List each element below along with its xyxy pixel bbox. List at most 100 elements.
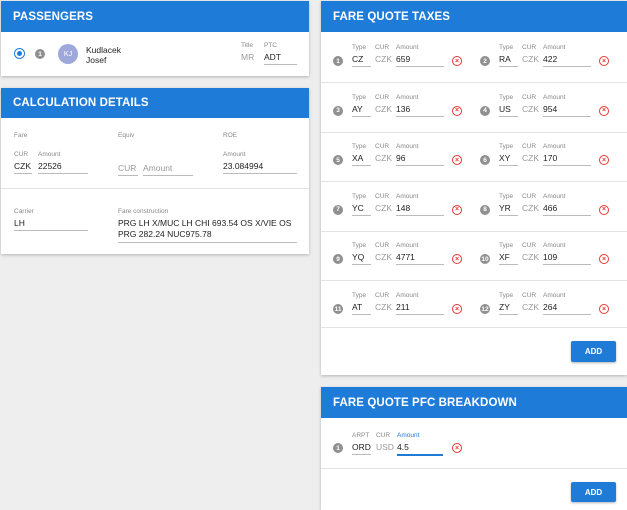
tax-cur-field[interactable]: CUR CZK bbox=[522, 94, 539, 116]
fare-amount-field[interactable]: Amount 22526 bbox=[38, 151, 88, 174]
tax-cur-field[interactable]: CUR CZK bbox=[375, 242, 392, 264]
tax-cur-field[interactable]: CUR CZK bbox=[522, 44, 539, 66]
carrier-field[interactable]: Carrier LH bbox=[14, 208, 88, 231]
tax-delete-icon[interactable]: × bbox=[599, 204, 609, 215]
tax-amount-field[interactable]: Amount 136 bbox=[396, 94, 444, 117]
fare-cur-field[interactable]: CUR CZK bbox=[14, 151, 32, 174]
tax-cur-value: CZK bbox=[522, 103, 539, 114]
tax-amount-field[interactable]: Amount 422 bbox=[543, 44, 591, 67]
tax-type-field[interactable]: Type XA bbox=[352, 143, 371, 167]
tax-delete-icon[interactable]: × bbox=[599, 254, 609, 265]
tax-cur-field[interactable]: CUR CZK bbox=[375, 44, 392, 66]
tax-delete-icon[interactable]: × bbox=[599, 105, 609, 116]
tax-amount-label: Amount bbox=[396, 192, 419, 200]
tax-delete-icon[interactable]: × bbox=[452, 204, 462, 215]
roe-amount-field[interactable]: Amount 23.084994 bbox=[223, 151, 297, 174]
tax-cur-field[interactable]: CUR CZK bbox=[375, 193, 392, 215]
tax-amount-value: 422 bbox=[543, 54, 591, 67]
passenger-last-name: Kudlacek bbox=[86, 45, 121, 55]
fare-construction-value: PRG LH X/MUC LH CHI 693.54 OS X/VIE OS P… bbox=[118, 218, 297, 243]
tax-type-field[interactable]: Type AY bbox=[352, 94, 371, 117]
tax-amount-value: 136 bbox=[396, 104, 444, 117]
tax-index: 3 bbox=[333, 105, 343, 116]
tax-delete-icon[interactable]: × bbox=[452, 254, 462, 265]
tax-amount-field[interactable]: Amount 659 bbox=[396, 44, 444, 67]
tax-cur-field[interactable]: CUR CZK bbox=[375, 292, 392, 314]
equiv-cur-field[interactable]: CUR bbox=[118, 160, 138, 176]
tax-index: 9 bbox=[333, 254, 343, 265]
add-pfc-button[interactable]: ADD bbox=[571, 482, 616, 502]
tax-amount-field[interactable]: Amount 264 bbox=[543, 292, 591, 315]
tax-list-divider bbox=[321, 327, 627, 328]
tax-delete-icon[interactable]: × bbox=[452, 56, 462, 66]
taxes-header: FARE QUOTE TAXES bbox=[321, 1, 627, 32]
tax-type-field[interactable]: Type CZ bbox=[352, 44, 371, 67]
tax-amount-field[interactable]: Amount 148 bbox=[396, 193, 444, 216]
tax-cur-label: CUR bbox=[522, 44, 537, 51]
equiv-amount-field[interactable]: Amount bbox=[143, 160, 193, 176]
tax-amount-value: 211 bbox=[396, 302, 444, 315]
tax-cur-field[interactable]: CUR CZK bbox=[522, 292, 539, 314]
tax-item: 4 Type US CUR CZK Amount 954 × bbox=[480, 94, 620, 126]
tax-amount-field[interactable]: Amount 170 bbox=[543, 143, 591, 167]
fare-amount-value: 22526 bbox=[38, 161, 88, 174]
tax-amount-label: Amount bbox=[543, 242, 566, 250]
roe-label: ROE bbox=[223, 132, 238, 139]
tax-delete-icon[interactable]: × bbox=[452, 155, 462, 166]
tax-delete-icon[interactable]: × bbox=[599, 56, 609, 66]
tax-type-field[interactable]: Type ZY bbox=[499, 292, 518, 315]
pfc-arpt-field[interactable]: ARPT ORD bbox=[352, 432, 371, 455]
tax-row-divider bbox=[321, 280, 627, 282]
pfc-divider bbox=[321, 468, 627, 469]
tax-amount-label: Amount bbox=[543, 292, 566, 299]
tax-amount-label: Amount bbox=[543, 143, 566, 151]
tax-amount-field[interactable]: Amount 466 bbox=[543, 193, 591, 216]
pfc-header: FARE QUOTE PFC BREAKDOWN bbox=[321, 387, 627, 418]
tax-amount-field[interactable]: Amount 96 bbox=[396, 143, 444, 167]
tax-amount-label: Amount bbox=[543, 44, 566, 51]
passenger-radio[interactable] bbox=[14, 48, 25, 59]
tax-type-field[interactable]: Type YR bbox=[499, 193, 518, 216]
tax-amount-field[interactable]: Amount 4771 bbox=[396, 242, 444, 266]
tax-delete-icon[interactable]: × bbox=[452, 105, 462, 116]
tax-type-field[interactable]: Type XY bbox=[499, 143, 518, 167]
tax-cur-value: CZK bbox=[375, 302, 392, 312]
pfc-cur-field[interactable]: CUR USD bbox=[376, 432, 394, 454]
pfc-delete-icon[interactable]: × bbox=[452, 443, 462, 453]
tax-delete-icon[interactable]: × bbox=[599, 304, 609, 314]
tax-cur-field[interactable]: CUR CZK bbox=[522, 143, 539, 165]
tax-cur-field[interactable]: CUR CZK bbox=[522, 193, 539, 215]
tax-index: 2 bbox=[480, 56, 490, 66]
add-tax-button[interactable]: ADD bbox=[571, 341, 616, 362]
tax-amount-field[interactable]: Amount 954 bbox=[543, 94, 591, 117]
fare-construction-field[interactable]: Fare construction PRG LH X/MUC LH CHI 69… bbox=[118, 208, 297, 243]
tax-amount-field[interactable]: Amount 211 bbox=[396, 292, 444, 315]
tax-cur-label: CUR bbox=[375, 292, 390, 299]
tax-type-field[interactable]: Type YC bbox=[352, 193, 371, 216]
tax-type-field[interactable]: Type RA bbox=[499, 44, 518, 67]
tax-cur-field[interactable]: CUR CZK bbox=[375, 143, 392, 165]
title-label: Title bbox=[241, 42, 254, 49]
pfc-amount-field[interactable]: Amount 4.5 bbox=[397, 432, 443, 456]
pfc-card: FARE QUOTE PFC BREAKDOWN 1 ARPT ORD CUR … bbox=[321, 387, 627, 510]
tax-type-value: XF bbox=[499, 252, 518, 266]
tax-cur-field[interactable]: CUR CZK bbox=[522, 242, 539, 264]
passenger-row[interactable]: 1 KJ Kudlacek Josef Title MR PTC ADT bbox=[1, 32, 309, 76]
tax-item: 11 Type AT CUR CZK Amount 211 × bbox=[333, 292, 473, 324]
tax-cur-field[interactable]: CUR CZK bbox=[375, 94, 392, 116]
tax-type-field[interactable]: Type XF bbox=[499, 242, 518, 266]
tax-delete-icon[interactable]: × bbox=[599, 155, 609, 166]
tax-row-divider bbox=[321, 181, 627, 183]
pfc-title: FARE QUOTE PFC BREAKDOWN bbox=[333, 396, 517, 409]
passenger-ptc-field[interactable]: PTC ADT bbox=[264, 42, 297, 65]
tax-amount-field[interactable]: Amount 109 bbox=[543, 242, 591, 266]
carrier-label: Carrier bbox=[14, 208, 34, 215]
tax-item: 6 Type XY CUR CZK Amount 170 × bbox=[480, 143, 620, 175]
tax-type-value: US bbox=[499, 104, 518, 117]
tax-item: 1 Type CZ CUR CZK Amount 659 × bbox=[333, 44, 473, 76]
tax-type-field[interactable]: Type YQ bbox=[352, 242, 371, 266]
tax-type-field[interactable]: Type US bbox=[499, 94, 518, 117]
tax-delete-icon[interactable]: × bbox=[452, 304, 462, 314]
tax-type-field[interactable]: Type AT bbox=[352, 292, 371, 315]
passenger-title-field[interactable]: Title MR bbox=[241, 42, 255, 64]
